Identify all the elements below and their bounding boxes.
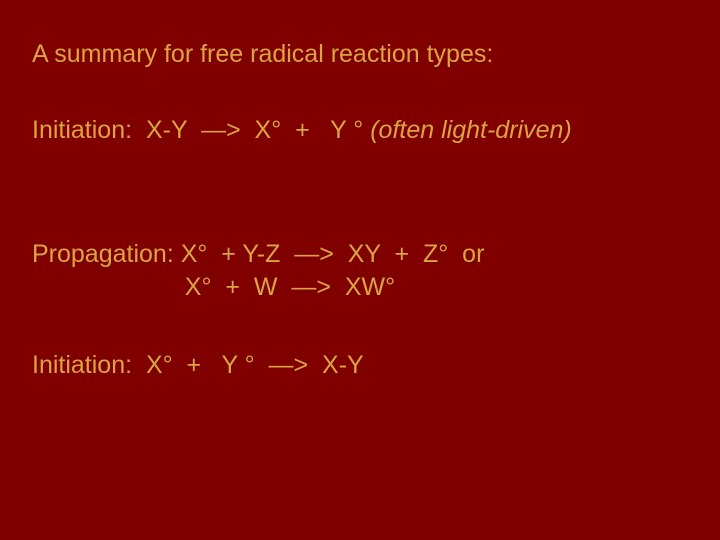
propagation-line-2: X° + W —> XW° (32, 271, 688, 305)
initiation-step-2: Initiation: X° + Y ° —> X-Y (32, 349, 688, 383)
initiation-1-prefix: Initiation: X-Y —> X° + Y ° (32, 116, 370, 144)
initiation-step-1: Initiation: X-Y —> X° + Y ° (often light… (32, 114, 688, 148)
slide-title: A summary for free radical reaction type… (32, 38, 688, 72)
initiation-1-note: (often light-driven) (370, 116, 571, 144)
propagation-line-1: Propagation: X° + Y-Z —> XY + Z° or (32, 238, 688, 272)
